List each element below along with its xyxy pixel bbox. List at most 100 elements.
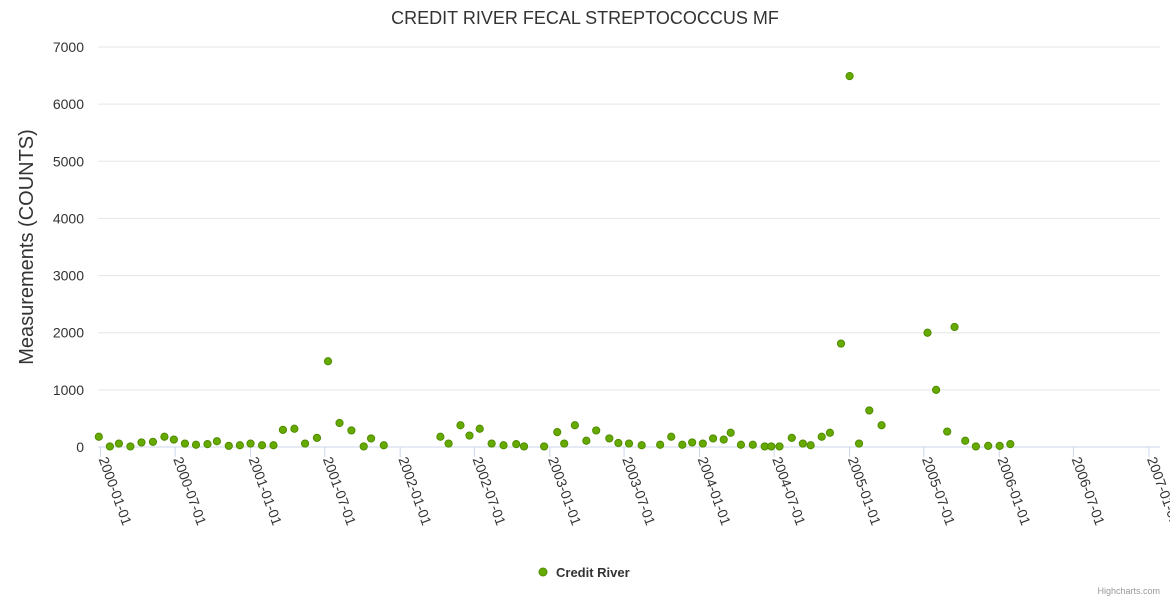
data-point[interactable]: [806, 441, 815, 450]
data-point[interactable]: [300, 439, 310, 448]
data-point[interactable]: [212, 437, 222, 446]
data-point[interactable]: [94, 432, 103, 441]
data-point[interactable]: [582, 436, 591, 445]
data-point[interactable]: [456, 421, 465, 430]
data-point[interactable]: [698, 439, 707, 448]
data-point[interactable]: [836, 339, 846, 348]
data-point[interactable]: [465, 431, 474, 440]
data-point[interactable]: [499, 441, 508, 450]
data-point[interactable]: [605, 434, 614, 443]
data-point[interactable]: [160, 432, 169, 441]
data-point[interactable]: [637, 441, 646, 450]
data-point[interactable]: [775, 442, 784, 451]
data-point[interactable]: [943, 427, 952, 436]
data-point[interactable]: [359, 442, 368, 451]
x-tick-label: 2003-07-01: [619, 455, 659, 528]
data-point[interactable]: [487, 439, 496, 448]
data-point[interactable]: [540, 442, 549, 451]
data-point[interactable]: [203, 440, 212, 449]
data-point[interactable]: [180, 439, 190, 448]
data-point[interactable]: [379, 441, 388, 450]
y-tick-label: 3000: [53, 268, 84, 284]
data-point[interactable]: [148, 437, 158, 446]
data-point[interactable]: [560, 439, 569, 448]
data-point[interactable]: [235, 441, 244, 450]
data-point[interactable]: [667, 432, 676, 441]
legend-label[interactable]: Credit River: [556, 565, 630, 580]
x-tick-label: 2005-07-01: [919, 455, 959, 528]
data-point[interactable]: [614, 438, 623, 448]
data-point[interactable]: [553, 428, 562, 437]
data-point[interactable]: [767, 442, 776, 451]
data-point[interactable]: [519, 442, 529, 451]
data-point[interactable]: [923, 328, 932, 337]
data-point[interactable]: [475, 424, 484, 433]
data-point[interactable]: [719, 435, 728, 444]
grid-lines: [98, 46, 1160, 391]
x-tick-label: 2004-01-01: [695, 455, 735, 528]
y-tick-label: 1000: [53, 382, 84, 398]
y-tick-label: 7000: [53, 39, 84, 55]
data-point[interactable]: [845, 72, 854, 81]
x-tick-label: 2000-07-01: [170, 455, 210, 528]
data-point[interactable]: [995, 441, 1004, 450]
data-point[interactable]: [323, 357, 333, 366]
data-point[interactable]: [366, 434, 376, 443]
data-point[interactable]: [971, 442, 980, 451]
data-point[interactable]: [656, 440, 665, 449]
data-point[interactable]: [105, 442, 114, 451]
data-point[interactable]: [269, 441, 278, 450]
data-point[interactable]: [592, 426, 601, 435]
data-point[interactable]: [787, 433, 796, 442]
data-point[interactable]: [624, 439, 634, 448]
data-point[interactable]: [246, 439, 255, 448]
data-point[interactable]: [1006, 440, 1015, 449]
x-tick-label: 2003-01-01: [545, 455, 585, 528]
data-point[interactable]: [169, 435, 178, 444]
data-point[interactable]: [312, 433, 322, 442]
data-point[interactable]: [726, 428, 735, 437]
data-point[interactable]: [126, 442, 135, 451]
data-point[interactable]: [678, 440, 687, 449]
data-point[interactable]: [961, 436, 970, 445]
data-point[interactable]: [570, 421, 579, 430]
data-point[interactable]: [224, 441, 233, 450]
x-tick-label: 2002-01-01: [395, 455, 435, 528]
data-point[interactable]: [932, 385, 941, 394]
data-point[interactable]: [817, 432, 826, 441]
data-point[interactable]: [688, 438, 697, 447]
y-tick-label: 2000: [53, 325, 84, 341]
data-point[interactable]: [512, 440, 521, 449]
y-tick-label: 6000: [53, 96, 84, 112]
data-point[interactable]: [877, 421, 886, 430]
credits-link[interactable]: Highcharts.com: [1097, 586, 1160, 596]
y-axis-label: Measurements (COUNTS): [16, 129, 38, 365]
data-point[interactable]: [444, 439, 453, 448]
x-axis-ticks: 2000-01-01 2000-07-01 2001-01-01 2001-07-01…: [96, 447, 1170, 528]
data-point[interactable]: [137, 438, 146, 447]
x-tick-label: 2001-01-01: [246, 455, 286, 528]
data-point[interactable]: [257, 441, 267, 450]
data-point[interactable]: [278, 425, 288, 434]
data-point[interactable]: [950, 322, 959, 332]
x-tick-label: 2004-07-01: [769, 455, 809, 528]
data-point[interactable]: [854, 439, 864, 448]
y-tick-label: 0: [76, 439, 84, 455]
legend-marker[interactable]: [538, 567, 548, 577]
data-point[interactable]: [335, 418, 344, 428]
data-point[interactable]: [708, 434, 718, 443]
data-point[interactable]: [114, 439, 124, 448]
data-point[interactable]: [290, 424, 299, 433]
data-point[interactable]: [798, 439, 807, 448]
data-point[interactable]: [825, 428, 835, 437]
data-point[interactable]: [865, 406, 874, 415]
data-point[interactable]: [736, 440, 746, 449]
x-tick-label: 2000-01-01: [96, 455, 136, 528]
legend[interactable]: Credit River: [538, 565, 630, 580]
data-point[interactable]: [984, 441, 993, 450]
data-point[interactable]: [347, 426, 356, 435]
data-point[interactable]: [748, 440, 757, 449]
data-point[interactable]: [191, 440, 201, 449]
data-point[interactable]: [436, 432, 445, 441]
